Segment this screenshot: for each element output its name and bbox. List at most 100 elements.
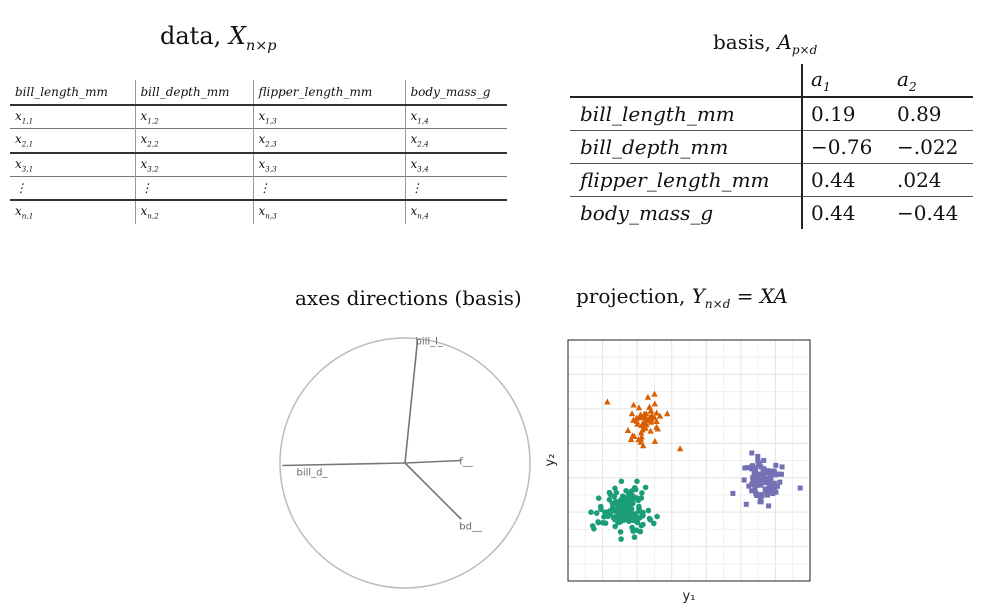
projection-scatter-plot: y₁ y₂ [543, 339, 811, 604]
square-point [755, 474, 761, 479]
axes-directions-plot: bill_l_ bill_d_ f__ bd__ [279, 337, 531, 589]
circle-point [635, 497, 642, 504]
square-point [752, 483, 758, 489]
data-column-header: bill_length_mm [10, 80, 135, 106]
basis-column-header: a1 [801, 64, 889, 98]
circle-point [617, 529, 624, 535]
basis-value: −0.44 [889, 196, 973, 229]
axis-line [404, 462, 462, 520]
square-point [741, 477, 747, 483]
triangle-point [634, 420, 641, 427]
circle-point [595, 495, 602, 501]
triangle-point [635, 404, 643, 411]
square-point [762, 468, 768, 474]
data-table-body: x1,1 x1,2 x1,3 x1,4 x2,1 x2,2 x2,3 x2,4 x3,1 x3,2… [10, 104, 507, 224]
cell-symbol: x [258, 132, 266, 147]
cell-symbol: x [15, 204, 22, 219]
square-point [763, 480, 769, 486]
circle-point [654, 513, 660, 520]
circle-point [615, 510, 622, 516]
basis-value: .024 [889, 163, 973, 197]
basis-row: bill_length_mm 0.19 0.89 [570, 97, 973, 131]
data-column-header: bill_depth_mm [134, 80, 253, 106]
square-point [772, 486, 778, 492]
basis-title: basis, Ap×d [713, 30, 818, 57]
cell-symbol: x [15, 132, 22, 147]
circle-point [613, 500, 619, 506]
triangle-point [640, 442, 647, 449]
square-point [749, 450, 755, 456]
square-point [761, 458, 767, 463]
square-point [754, 477, 760, 483]
square-point [766, 485, 772, 491]
circle-point [619, 493, 626, 499]
triangle-point [627, 436, 635, 442]
square-point [771, 480, 777, 486]
triangle-point [628, 410, 636, 417]
cell-symbol: x [15, 156, 22, 171]
data-table-header: bill_length_mm bill_depth_mm flipper_lengt… [10, 80, 507, 106]
square-point [773, 489, 779, 495]
circle-point [634, 519, 641, 526]
basis-table: a1 a2 bill_length_mm 0.19 0.89 bill_depth_mm… [570, 64, 973, 229]
square-point [757, 479, 763, 485]
square-point [758, 499, 764, 505]
data-cell: x3,2 [134, 151, 253, 177]
square-point [757, 492, 763, 498]
cell-symbol: x [140, 109, 148, 123]
circle-point [601, 514, 607, 520]
square-point [774, 483, 780, 489]
basis-symbol: a [811, 66, 823, 91]
data-cell: x3,3 [252, 151, 405, 177]
basis-value: −.022 [889, 130, 973, 164]
data-cell: xn,4 [404, 199, 507, 224]
data-cell: x1,4 [404, 104, 507, 129]
triangle-point [630, 416, 637, 423]
basis-value: 0.44 [801, 196, 889, 229]
data-cell: xn,1 [10, 199, 135, 224]
square-point [758, 496, 763, 502]
triangle-point [653, 409, 660, 416]
circle-point [593, 510, 600, 516]
axis-label: bd__ [459, 521, 483, 532]
basis-value: −0.76 [801, 130, 889, 164]
square-point [776, 471, 782, 477]
data-table-row: x3,1 x3,2 x3,3 x3,4 [10, 151, 507, 177]
basis-variable: bill_length_mm [580, 102, 735, 126]
cell-index: 1,3 [265, 116, 277, 126]
triangle-point [644, 393, 652, 400]
circle-point [606, 496, 613, 503]
circle-point [616, 505, 623, 511]
triangle-point [630, 401, 637, 408]
data-table-row: xn,1 xn,2 xn,3 xn,4 [10, 199, 507, 224]
cell-symbol: ⋮ [410, 181, 423, 196]
basis-variable: bill_depth_mm [570, 130, 802, 164]
x-axis-label: y₁ [683, 589, 696, 604]
data-cell: xn,3 [252, 199, 405, 224]
triangle-point [604, 398, 611, 405]
data-cell: x1,1 [10, 104, 135, 129]
circle-point [634, 478, 640, 485]
unit-circle [279, 337, 531, 589]
cell-index: n,1 [21, 211, 34, 221]
data-cell: ⋮ [134, 176, 253, 201]
triangle-point [643, 421, 650, 428]
data-cell: xn,2 [134, 199, 253, 224]
square-point [754, 493, 760, 498]
basis-variable: flipper_length_mm [570, 163, 802, 197]
circle-point [624, 498, 631, 505]
square-point [753, 471, 759, 477]
triangle-point [653, 418, 660, 424]
data-cell: x2,2 [134, 128, 253, 153]
triangle-point [636, 413, 643, 420]
cell-index: 3,4 [417, 164, 429, 174]
cell-symbol: ⋮ [140, 181, 153, 196]
cell-symbol: x [140, 132, 148, 147]
data-table-row: x2,1 x2,2 x2,3 x2,4 [10, 128, 507, 153]
square-point [742, 465, 748, 471]
square-point [759, 473, 764, 479]
square-point [755, 453, 761, 459]
circle-point [645, 507, 652, 514]
cell-symbol: x [410, 156, 418, 171]
circle-point [639, 513, 646, 519]
